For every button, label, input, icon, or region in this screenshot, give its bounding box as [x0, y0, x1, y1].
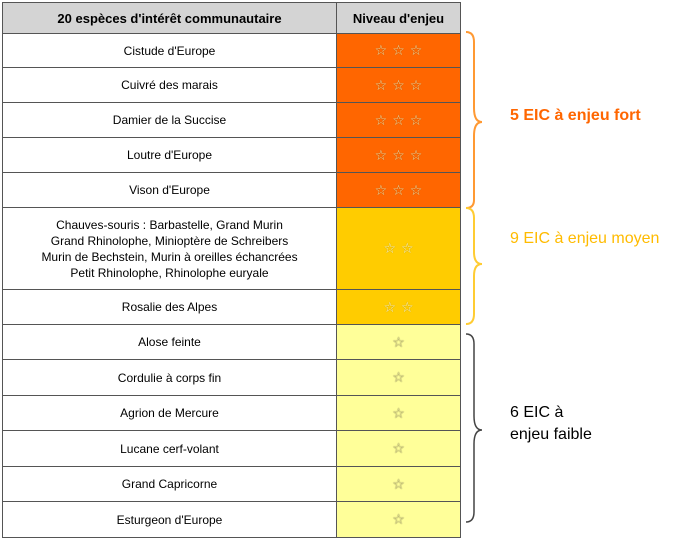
- species-name-cell: Loutre d'Europe: [2, 137, 337, 173]
- species-name-cell: Grand Capricorne: [2, 466, 337, 502]
- star-icon: ☆: [392, 333, 410, 350]
- star-icon: ☆☆☆: [374, 146, 428, 163]
- table-row: Loutre d'Europe ☆☆☆: [2, 137, 461, 173]
- table-body: Cistude d'Europe ☆☆☆ Cuivré des marais ☆☆☆ D…: [2, 33, 461, 538]
- species-name: Cistude d'Europe: [123, 43, 216, 58]
- table-row: Chauves-souris : Barbastelle, Grand Muri…: [2, 207, 461, 290]
- level-cell-fort: ☆☆☆: [336, 137, 461, 173]
- species-name-cell: Cistude d'Europe: [2, 33, 337, 68]
- species-name-cell: Cuivré des marais: [2, 67, 337, 103]
- group-braces: [465, 31, 483, 523]
- species-name: Damier de la Succise: [112, 113, 227, 127]
- level-cell-faible: ☆: [336, 430, 461, 467]
- table-row: Cistude d'Europe ☆☆☆: [2, 33, 461, 68]
- species-name-cell: Lucane cerf-volant: [2, 430, 337, 467]
- star-icon: ☆☆☆: [374, 76, 428, 93]
- star-icon: ☆☆☆: [374, 42, 428, 58]
- brace-moyen: [465, 207, 483, 325]
- table-row: Vison d'Europe ☆☆☆: [2, 172, 461, 208]
- species-name: Lucane cerf-volant: [120, 441, 219, 456]
- level-cell-faible: ☆: [336, 395, 461, 431]
- species-name: Rosalie des Alpes: [121, 300, 218, 314]
- star-icon: ☆: [392, 475, 410, 492]
- species-table: 20 espèces d'intérêt communautaire Nivea…: [2, 2, 461, 538]
- level-cell-faible: ☆: [336, 501, 461, 538]
- species-name-cell: Alose feinte: [2, 324, 337, 360]
- star-icon: ☆☆: [383, 240, 419, 256]
- table-row: Esturgeon d'Europe ☆: [2, 501, 461, 538]
- group-label-faible: 6 EIC à enjeu faible: [510, 402, 630, 446]
- level-cell-fort: ☆☆☆: [336, 102, 461, 138]
- level-cell-faible: ☆: [336, 359, 461, 396]
- table-header-row: 20 espèces d'intérêt communautaire Nivea…: [2, 2, 461, 34]
- species-name-cell: Vison d'Europe: [2, 172, 337, 208]
- table-row: Damier de la Succise ☆☆☆: [2, 102, 461, 138]
- level-cell-moyen: ☆☆: [336, 289, 461, 325]
- level-cell-moyen: ☆☆: [336, 207, 461, 290]
- species-name-cell: Agrion de Mercure: [2, 395, 337, 431]
- species-name: Chauves-souris : Barbastelle, Grand Muri…: [56, 217, 283, 232]
- species-name: Loutre d'Europe: [126, 148, 213, 162]
- star-icon: ☆: [392, 440, 410, 456]
- level-cell-fort: ☆☆☆: [336, 172, 461, 208]
- group-label-faible-line2: enjeu faible: [510, 426, 592, 443]
- level-cell-faible: ☆: [336, 324, 461, 360]
- table-row: Cordulie à corps fin ☆: [2, 359, 461, 396]
- level-cell-fort: ☆☆☆: [336, 33, 461, 68]
- group-label-moyen: 9 EIC à enjeu moyen: [510, 230, 660, 247]
- species-name: Agrion de Mercure: [120, 406, 219, 420]
- table-row: Lucane cerf-volant ☆: [2, 430, 461, 467]
- star-icon: ☆: [392, 511, 410, 527]
- group-label-faible-line1: 6 EIC à: [510, 404, 564, 421]
- species-name: Cordulie à corps fin: [117, 370, 222, 385]
- star-icon: ☆☆☆: [374, 181, 428, 198]
- species-name: Esturgeon d'Europe: [116, 512, 223, 527]
- table-row: Grand Capricorne ☆: [2, 466, 461, 502]
- species-name: Grand Capricorne: [121, 477, 218, 491]
- species-column-header: 20 espèces d'intérêt communautaire: [2, 2, 337, 34]
- species-name: Petit Rhinolophe, Rhinolophe euryale: [70, 265, 269, 280]
- table-row: Alose feinte ☆: [2, 324, 461, 360]
- species-name: Vison d'Europe: [129, 183, 210, 197]
- star-icon: ☆: [392, 404, 410, 421]
- star-icon: ☆: [392, 369, 410, 385]
- species-name: Alose feinte: [138, 335, 201, 349]
- group-label-fort: 5 EIC à enjeu fort: [510, 107, 641, 124]
- brace-faible: [465, 333, 483, 523]
- species-name-cell: Esturgeon d'Europe: [2, 501, 337, 538]
- level-cell-fort: ☆☆☆: [336, 67, 461, 103]
- species-name-cell: Cordulie à corps fin: [2, 359, 337, 396]
- table-row: Agrion de Mercure ☆: [2, 395, 461, 431]
- level-cell-faible: ☆: [336, 466, 461, 502]
- species-name: Murin de Bechstein, Murin à oreilles éch…: [41, 249, 298, 264]
- table-row: Cuivré des marais ☆☆☆: [2, 67, 461, 103]
- species-name-cell: Damier de la Succise: [2, 102, 337, 138]
- star-icon: ☆☆: [383, 298, 419, 315]
- star-icon: ☆☆☆: [374, 111, 428, 128]
- table-row: Rosalie des Alpes ☆☆: [2, 289, 461, 325]
- brace-fort: [465, 31, 483, 209]
- species-name-cell: Rosalie des Alpes: [2, 289, 337, 325]
- species-name: Grand Rhinolophe, Minioptère de Schreibe…: [50, 233, 289, 248]
- level-column-header: Niveau d'enjeu: [336, 2, 461, 34]
- species-name: Cuivré des marais: [121, 78, 218, 92]
- species-name-cell: Chauves-souris : Barbastelle, Grand Muri…: [2, 207, 337, 290]
